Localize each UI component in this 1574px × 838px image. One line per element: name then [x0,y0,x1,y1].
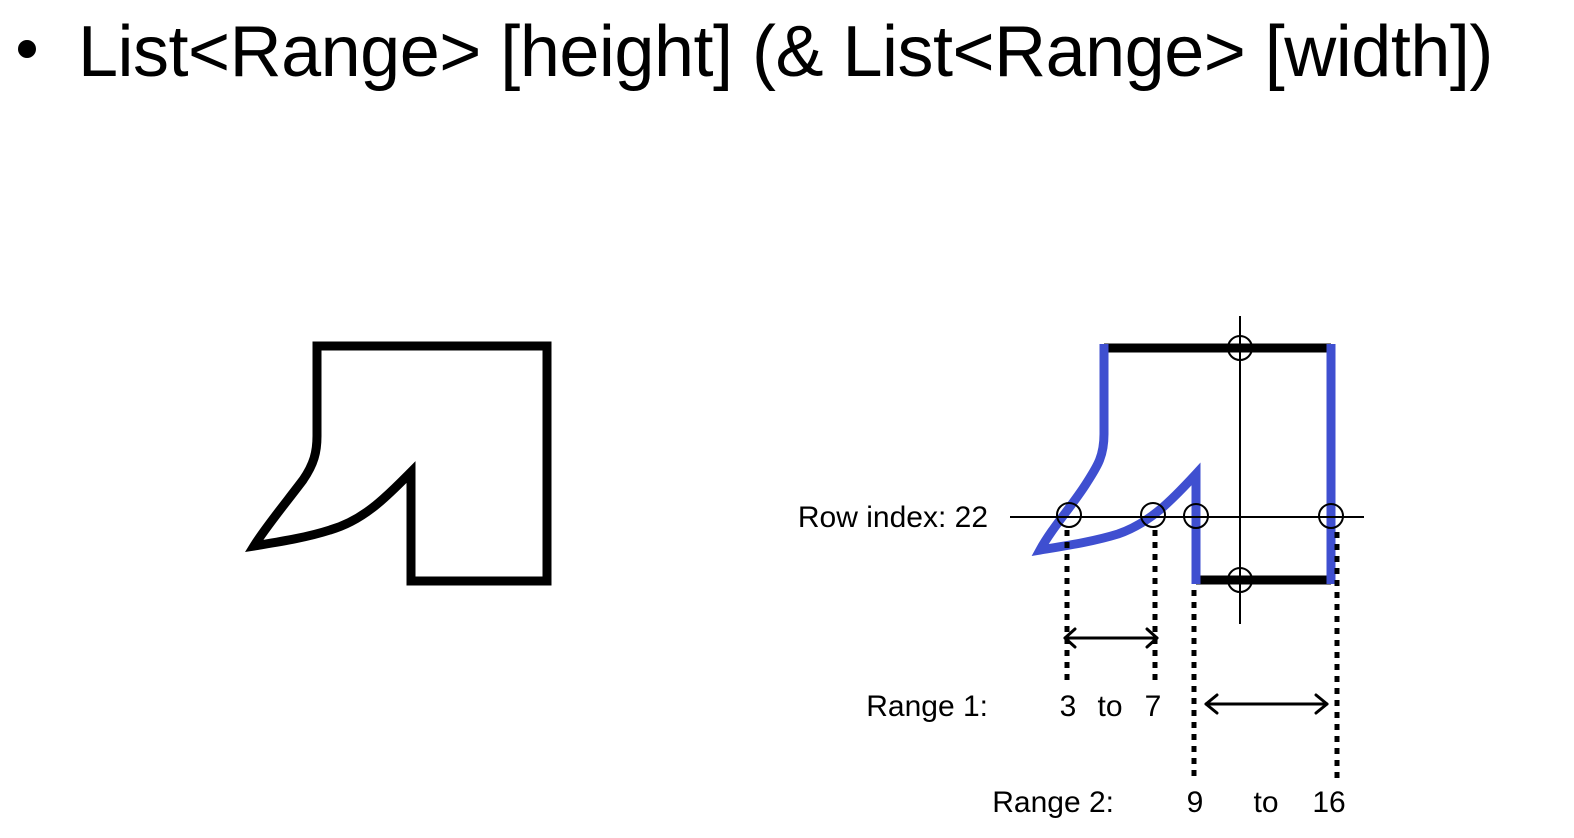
range1-start-value: 3 [1060,690,1077,723]
row-index-label: Row index: 22 [798,501,988,534]
intersection-marker-icon [1227,567,1253,593]
range-arrows [1063,627,1329,715]
range2-to-word: to [1253,786,1278,819]
intersection-marker-icon [1056,502,1082,528]
bullet-text: List<Range> [height] (& List<Range> [wid… [78,12,1493,92]
right-shape-left-edge [1031,344,1201,584]
range1-double-arrow-icon [1063,627,1159,649]
intersection-marker-icon [1140,502,1166,528]
range2-end-value: 16 [1312,786,1345,819]
left-shape-outline [245,341,552,586]
range2-label: Range 2: [992,786,1114,819]
range2-double-arrow-icon [1204,693,1329,715]
range1-to-word: to [1097,690,1122,723]
bullet-dot-icon [18,40,36,58]
intersection-marker-icon [1318,503,1344,529]
range1-label: Range 1: [866,690,988,723]
projection-lines [1064,530,1340,780]
intersection-marker-icon [1227,335,1253,361]
range2-start-value: 9 [1187,786,1204,819]
crosshair-lines [1010,316,1364,624]
intersection-marker-icon [1183,503,1209,529]
left-shape [245,341,552,586]
range1-end-value: 7 [1145,690,1162,723]
right-shape [1031,343,1336,585]
intersection-markers [1056,335,1344,593]
